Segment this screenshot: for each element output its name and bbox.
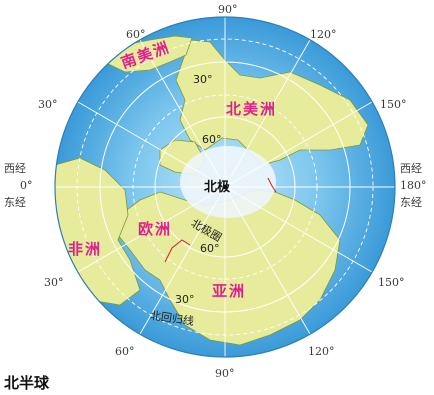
lon-label-180: 180°	[400, 179, 427, 192]
lat-label-30-upper: 30°	[193, 73, 213, 86]
lon-label-zero: 0°	[20, 179, 33, 192]
lon-label-lower-right: 150°	[378, 276, 405, 289]
lon-label-bottom-left: 60°	[115, 345, 135, 358]
border-line-america	[267, 177, 277, 193]
lon-label-east-right: 东经	[400, 196, 422, 209]
south-america-landmass	[99, 35, 193, 73]
north-pole-dot	[222, 184, 228, 190]
continent-label-europe: 欧洲	[138, 220, 173, 238]
lon-label-east: 东经	[4, 196, 26, 209]
map-title: 北半球	[4, 374, 50, 392]
border-line-europe	[164, 239, 191, 263]
lon-label-west-right: 西经	[400, 162, 422, 175]
lon-label-top-left: 60°	[126, 28, 146, 41]
lon-label-bottom: 90°	[215, 367, 235, 380]
lon-label-top-right: 120°	[310, 28, 337, 41]
continent-label-north-america: 北美洲	[226, 100, 278, 118]
north-america-landmass	[175, 39, 369, 166]
north-pole-label: 北极	[204, 180, 231, 195]
lon-label-upper-left: 30°	[38, 98, 58, 111]
lon-label-bottom-right: 120°	[308, 345, 335, 358]
lon-label-top: 90°	[218, 3, 238, 16]
lon-label-west: 西经	[4, 162, 26, 175]
lon-label-lower-left: 30°	[44, 276, 64, 289]
continent-label-asia: 亚洲	[212, 282, 247, 300]
lat-label-60-upper: 60°	[202, 133, 222, 146]
lat-label-60-lower: 60°	[200, 242, 220, 255]
continent-label-africa: 非洲	[68, 240, 103, 258]
lat-label-30-lower: 30°	[175, 293, 195, 306]
map-rim	[54, 16, 396, 358]
lon-label-upper-right: 150°	[380, 98, 407, 111]
